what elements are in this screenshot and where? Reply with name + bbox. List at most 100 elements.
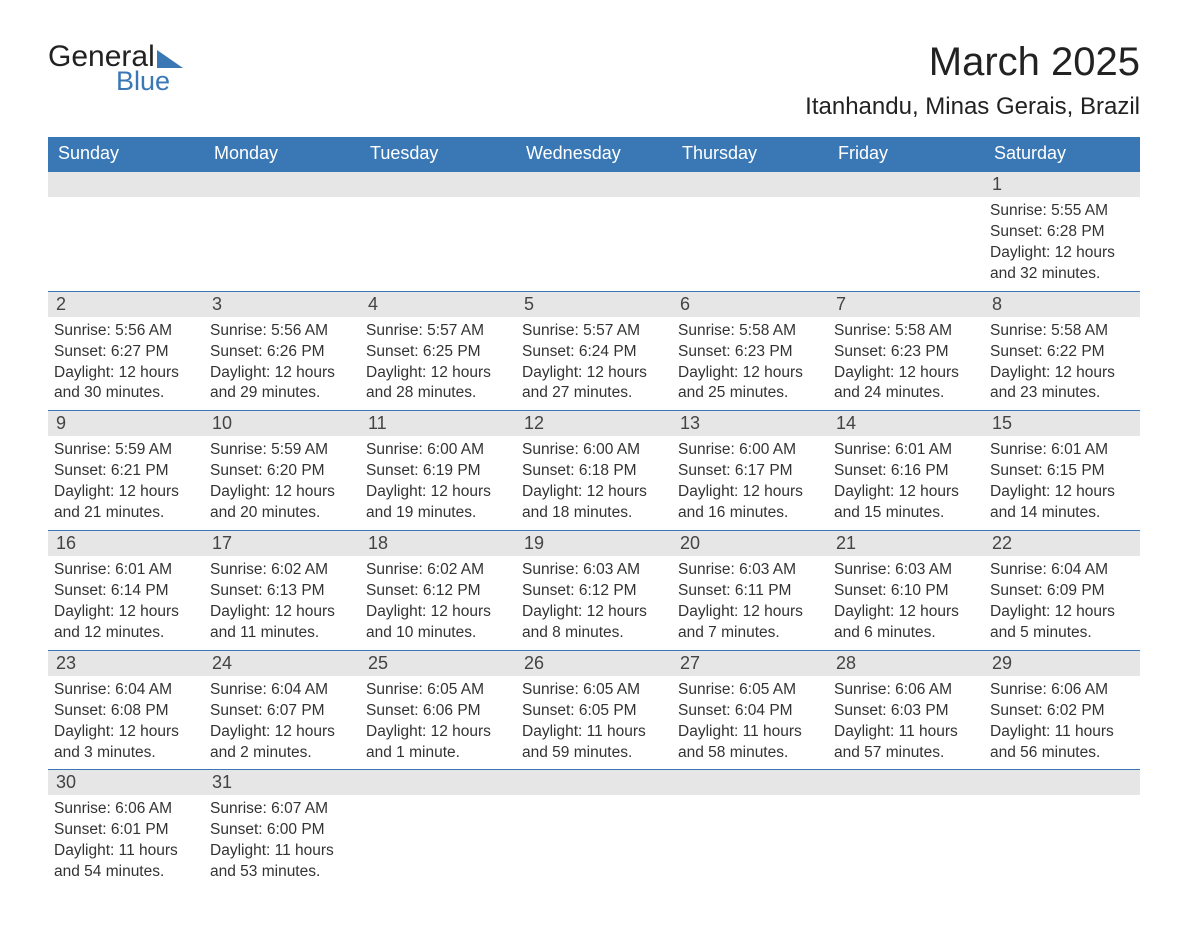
daylight-text: Daylight: 12 hours and 6 minutes. bbox=[834, 602, 976, 644]
day-cell bbox=[204, 171, 360, 291]
day-content bbox=[672, 197, 828, 207]
day-cell: 15Sunrise: 6:01 AMSunset: 6:15 PMDayligh… bbox=[984, 411, 1140, 531]
sunset-text: Sunset: 6:15 PM bbox=[990, 461, 1132, 482]
calendar-table: Sunday Monday Tuesday Wednesday Thursday… bbox=[48, 137, 1140, 889]
day-number bbox=[828, 172, 984, 197]
daylight-text: Daylight: 11 hours and 58 minutes. bbox=[678, 722, 820, 764]
daylight-text: Daylight: 12 hours and 27 minutes. bbox=[522, 363, 664, 405]
sunrise-text: Sunrise: 6:00 AM bbox=[366, 440, 508, 461]
sunrise-text: Sunrise: 5:59 AM bbox=[210, 440, 352, 461]
daylight-text: Daylight: 12 hours and 30 minutes. bbox=[54, 363, 196, 405]
day-cell bbox=[516, 171, 672, 291]
sunset-text: Sunset: 6:18 PM bbox=[522, 461, 664, 482]
sunset-text: Sunset: 6:08 PM bbox=[54, 701, 196, 722]
day-number: 24 bbox=[204, 651, 360, 676]
daylight-text: Daylight: 12 hours and 1 minute. bbox=[366, 722, 508, 764]
weekday-header: Friday bbox=[828, 137, 984, 171]
day-cell: 31Sunrise: 6:07 AMSunset: 6:00 PMDayligh… bbox=[204, 770, 360, 889]
sunset-text: Sunset: 6:07 PM bbox=[210, 701, 352, 722]
day-cell: 11Sunrise: 6:00 AMSunset: 6:19 PMDayligh… bbox=[360, 411, 516, 531]
day-cell bbox=[672, 770, 828, 889]
week-row: 9 Sunrise: 5:59 AM Sunset: 6:21 PM Daylight… bbox=[48, 411, 1140, 531]
day-content: Sunrise: 6:03 AMSunset: 6:10 PMDaylight:… bbox=[828, 556, 984, 650]
sunset-text: Sunset: 6:17 PM bbox=[678, 461, 820, 482]
sunrise-text: Sunrise: 6:06 AM bbox=[54, 799, 196, 820]
day-number: 19 bbox=[516, 531, 672, 556]
daylight-text: Daylight: 12 hours and 12 minutes. bbox=[54, 602, 196, 644]
day-number bbox=[672, 172, 828, 197]
day-number: 8 bbox=[984, 292, 1140, 317]
day-number: 25 bbox=[360, 651, 516, 676]
sunrise-text: Sunrise: 6:01 AM bbox=[54, 560, 196, 581]
day-number: 30 bbox=[48, 770, 204, 795]
sunset-text: Sunset: 6:25 PM bbox=[366, 342, 508, 363]
day-content: Sunrise: 5:56 AMSunset: 6:26 PMDaylight:… bbox=[204, 317, 360, 411]
day-content: Sunrise: 6:00 AMSunset: 6:18 PMDaylight:… bbox=[516, 436, 672, 530]
day-content: Sunrise: 6:04 AMSunset: 6:08 PMDaylight:… bbox=[48, 676, 204, 770]
sunset-text: Sunset: 6:02 PM bbox=[990, 701, 1132, 722]
logo: General Blue bbox=[48, 40, 183, 97]
week-row: 16Sunrise: 6:01 AMSunset: 6:14 PMDayligh… bbox=[48, 531, 1140, 651]
day-content: Sunrise: 6:01 AMSunset: 6:15 PMDaylight:… bbox=[984, 436, 1140, 530]
day-content: Sunrise: 5:59 AMSunset: 6:20 PMDaylight:… bbox=[204, 436, 360, 530]
day-number: 9 bbox=[48, 411, 204, 436]
day-cell: 17Sunrise: 6:02 AMSunset: 6:13 PMDayligh… bbox=[204, 531, 360, 651]
day-number bbox=[516, 770, 672, 795]
day-cell: 28Sunrise: 6:06 AMSunset: 6:03 PMDayligh… bbox=[828, 650, 984, 770]
day-content: Sunrise: 6:03 AMSunset: 6:11 PMDaylight:… bbox=[672, 556, 828, 650]
sunrise-text: Sunrise: 6:06 AM bbox=[834, 680, 976, 701]
sunset-text: Sunset: 6:22 PM bbox=[990, 342, 1132, 363]
day-cell bbox=[828, 770, 984, 889]
sunrise-text: Sunrise: 6:01 AM bbox=[834, 440, 976, 461]
daylight-text: Daylight: 12 hours and 20 minutes. bbox=[210, 482, 352, 524]
day-cell: 23Sunrise: 6:04 AMSunset: 6:08 PMDayligh… bbox=[48, 650, 204, 770]
sunset-text: Sunset: 6:28 PM bbox=[990, 222, 1132, 243]
day-content: Sunrise: 6:02 AMSunset: 6:12 PMDaylight:… bbox=[360, 556, 516, 650]
day-number: 13 bbox=[672, 411, 828, 436]
daylight-text: Daylight: 12 hours and 19 minutes. bbox=[366, 482, 508, 524]
daylight-text: Daylight: 11 hours and 53 minutes. bbox=[210, 841, 352, 883]
sunrise-text: Sunrise: 6:03 AM bbox=[834, 560, 976, 581]
daylight-text: Daylight: 12 hours and 8 minutes. bbox=[522, 602, 664, 644]
week-row: 2Sunrise: 5:56 AMSunset: 6:27 PMDaylight… bbox=[48, 291, 1140, 411]
day-cell: 1Sunrise: 5:55 AMSunset: 6:28 PMDaylight… bbox=[984, 171, 1140, 291]
day-number: 31 bbox=[204, 770, 360, 795]
sunrise-text: Sunrise: 6:03 AM bbox=[522, 560, 664, 581]
month-title: March 2025 bbox=[805, 40, 1140, 85]
day-content bbox=[360, 795, 516, 805]
weekday-header: Sunday bbox=[48, 137, 204, 171]
sunset-text: Sunset: 6:19 PM bbox=[366, 461, 508, 482]
day-content: Sunrise: 6:00 AMSunset: 6:17 PMDaylight:… bbox=[672, 436, 828, 530]
day-content: Sunrise: 5:58 AMSunset: 6:22 PMDaylight:… bbox=[984, 317, 1140, 411]
day-content: Sunrise: 5:55 AMSunset: 6:28 PMDaylight:… bbox=[984, 197, 1140, 291]
daylight-text: Daylight: 11 hours and 57 minutes. bbox=[834, 722, 976, 764]
day-cell bbox=[360, 171, 516, 291]
sunset-text: Sunset: 6:09 PM bbox=[990, 581, 1132, 602]
day-content: Sunrise: 6:00 AMSunset: 6:19 PMDaylight:… bbox=[360, 436, 516, 530]
day-number: 20 bbox=[672, 531, 828, 556]
day-content bbox=[672, 795, 828, 805]
sunrise-text: Sunrise: 5:58 AM bbox=[834, 321, 976, 342]
sunset-text: Sunset: 6:06 PM bbox=[366, 701, 508, 722]
day-cell: 16Sunrise: 6:01 AMSunset: 6:14 PMDayligh… bbox=[48, 531, 204, 651]
sunset-text: Sunset: 6:12 PM bbox=[366, 581, 508, 602]
day-cell: 24Sunrise: 6:04 AMSunset: 6:07 PMDayligh… bbox=[204, 650, 360, 770]
day-content: Sunrise: 6:01 AMSunset: 6:16 PMDaylight:… bbox=[828, 436, 984, 530]
sunrise-text: Sunrise: 5:57 AM bbox=[366, 321, 508, 342]
sunset-text: Sunset: 6:21 PM bbox=[54, 461, 196, 482]
day-cell: 12Sunrise: 6:00 AMSunset: 6:18 PMDayligh… bbox=[516, 411, 672, 531]
day-content: Sunrise: 6:01 AMSunset: 6:14 PMDaylight:… bbox=[48, 556, 204, 650]
weekday-header: Saturday bbox=[984, 137, 1140, 171]
day-cell bbox=[984, 770, 1140, 889]
sunrise-text: Sunrise: 6:03 AM bbox=[678, 560, 820, 581]
daylight-text: Daylight: 12 hours and 14 minutes. bbox=[990, 482, 1132, 524]
sunset-text: Sunset: 6:12 PM bbox=[522, 581, 664, 602]
day-cell: 10Sunrise: 5:59 AMSunset: 6:20 PMDayligh… bbox=[204, 411, 360, 531]
day-number: 18 bbox=[360, 531, 516, 556]
weekday-header: Monday bbox=[204, 137, 360, 171]
day-cell: 19 Sunrise: 6:03 AMSunset: 6:12 PMDayligh… bbox=[516, 531, 672, 651]
sunrise-text: Sunrise: 5:55 AM bbox=[990, 201, 1132, 222]
day-number bbox=[828, 770, 984, 795]
day-number: 21 bbox=[828, 531, 984, 556]
day-content: Sunrise: 5:58 AMSunset: 6:23 PMDaylight:… bbox=[828, 317, 984, 411]
